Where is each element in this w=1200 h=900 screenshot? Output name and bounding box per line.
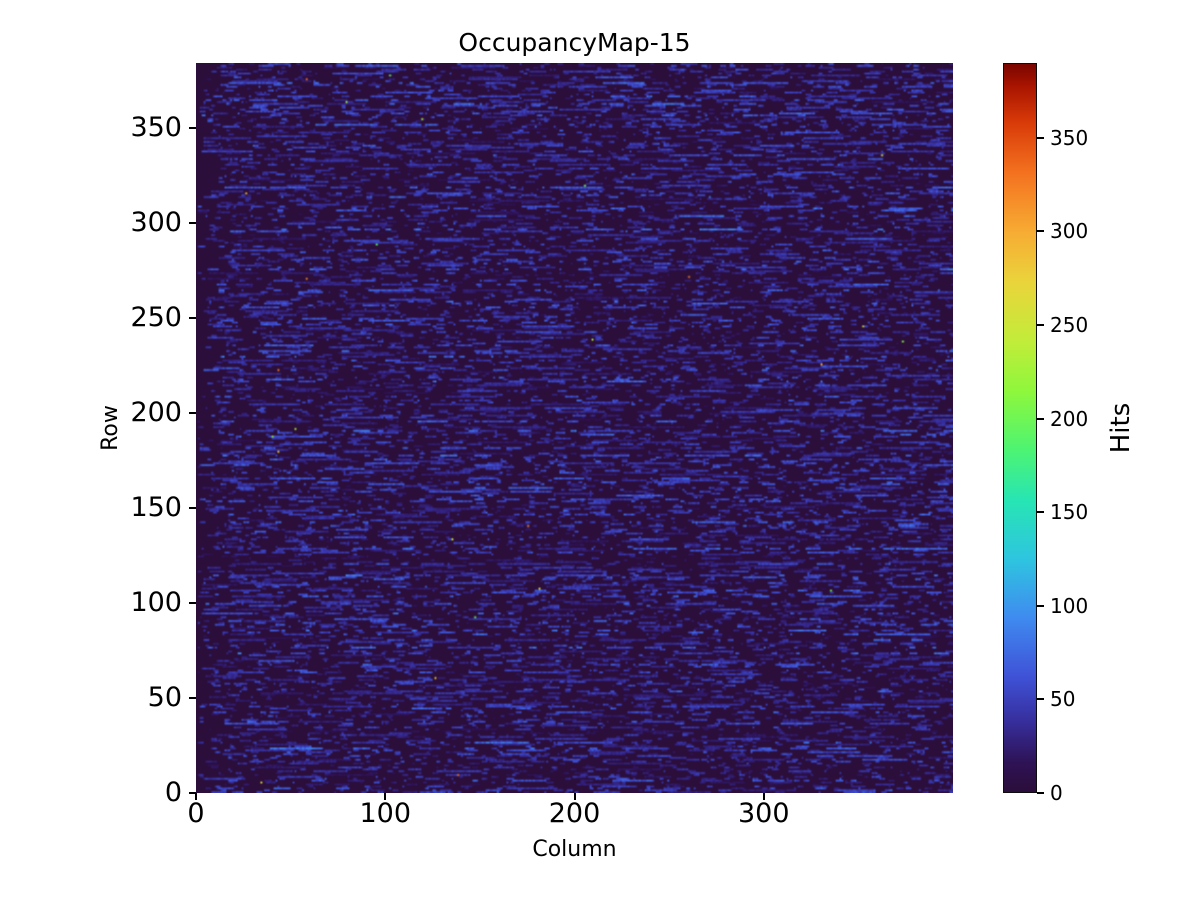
colorbar-tick-label: 50 (1050, 687, 1076, 712)
x-tick-label: 300 (737, 798, 790, 829)
colorbar-gradient (1004, 64, 1036, 792)
colorbar (1003, 63, 1037, 793)
y-axis-label: Row (98, 405, 123, 451)
y-tick-mark (189, 601, 196, 604)
occupancy-heatmap-image (196, 63, 953, 793)
heatmap-axes (196, 63, 953, 793)
x-tick-mark (762, 793, 765, 800)
colorbar-tick-label: 0 (1050, 781, 1063, 805)
y-tick-label: 250 (130, 301, 182, 333)
colorbar-tick-mark (1037, 417, 1044, 420)
y-tick-mark (189, 316, 196, 319)
colorbar-tick-mark (1037, 792, 1044, 794)
y-tick-label: 150 (130, 491, 182, 523)
x-tick-mark (195, 793, 197, 800)
colorbar-tick-label: 300 (1050, 219, 1089, 244)
y-tick-mark (189, 696, 196, 699)
x-tick-label: 100 (359, 798, 412, 829)
x-tick-mark (384, 793, 387, 800)
x-tick-label: 200 (548, 798, 601, 829)
x-axis-label: Column (532, 837, 617, 862)
colorbar-tick-label: 200 (1050, 406, 1089, 431)
y-tick-label: 300 (130, 206, 182, 238)
x-tick-label: 0 (187, 798, 205, 829)
colorbar-tick-label: 100 (1050, 593, 1089, 618)
y-tick-mark (189, 411, 196, 414)
y-tick-mark (189, 221, 196, 224)
colorbar-tick-mark (1037, 511, 1044, 514)
colorbar-tick-mark (1037, 604, 1044, 607)
colorbar-tick-label: 150 (1050, 500, 1089, 525)
y-tick-label: 50 (147, 681, 182, 713)
plot-title: OccupancyMap-15 (458, 28, 691, 57)
colorbar-tick-mark (1037, 136, 1044, 139)
y-tick-label: 0 (164, 777, 182, 808)
y-tick-label: 100 (130, 586, 182, 618)
colorbar-label: Hits (1106, 402, 1136, 454)
x-tick-mark (573, 793, 576, 800)
y-tick-label: 350 (130, 111, 182, 143)
y-tick-mark (189, 792, 196, 794)
colorbar-tick-label: 350 (1050, 125, 1089, 150)
y-tick-mark (189, 506, 196, 509)
colorbar-tick-mark (1037, 324, 1044, 327)
colorbar-tick-mark (1037, 698, 1044, 701)
colorbar-tick-mark (1037, 230, 1044, 233)
y-tick-mark (189, 126, 196, 129)
colorbar-tick-label: 250 (1050, 313, 1089, 338)
y-tick-label: 200 (130, 396, 182, 428)
